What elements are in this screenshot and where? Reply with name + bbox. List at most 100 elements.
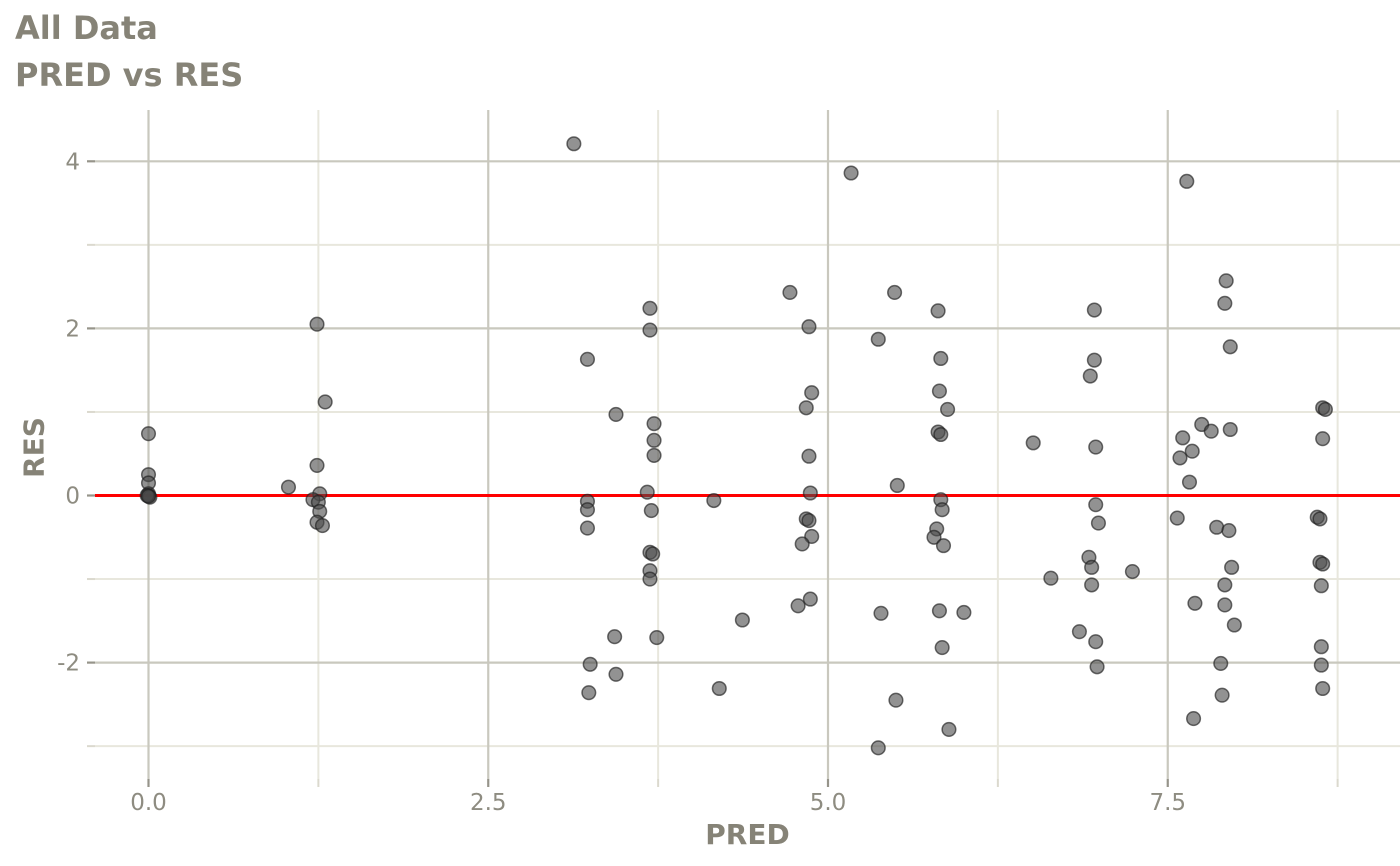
data-point: [140, 488, 157, 504]
data-point: [608, 666, 624, 682]
data-point: [1025, 435, 1041, 451]
y-axis-title: RES: [17, 417, 51, 478]
data-point: [1184, 443, 1200, 459]
data-point: [582, 656, 598, 672]
data-point: [794, 536, 810, 552]
data-point: [734, 612, 750, 628]
data-point: [1086, 302, 1102, 318]
data-point: [608, 406, 624, 423]
data-point: [1086, 352, 1102, 368]
data-point: [1222, 339, 1238, 355]
data-point: [581, 685, 597, 701]
data-point: [317, 394, 333, 410]
data-point: [579, 520, 596, 536]
data-point: [801, 513, 817, 529]
data-point: [926, 529, 942, 545]
data-point: [933, 426, 949, 443]
data-point: [843, 165, 859, 181]
data-point: [934, 640, 950, 656]
data-point: [1082, 368, 1098, 384]
data-point: [1124, 563, 1140, 580]
data-point: [798, 400, 814, 416]
y-tick-label: 4: [65, 149, 80, 175]
data-point: [1084, 577, 1100, 593]
data-point: [1221, 523, 1237, 539]
data-point: [566, 136, 582, 152]
data-point: [1088, 497, 1104, 513]
data-point: [1172, 450, 1188, 466]
data-point: [711, 680, 727, 697]
data-point: [579, 502, 596, 518]
data-point: [646, 416, 662, 432]
data-point: [1217, 295, 1233, 311]
data-point: [1175, 430, 1191, 446]
data-point: [1317, 401, 1333, 417]
data-point: [782, 284, 798, 301]
data-point: [1169, 510, 1185, 526]
data-point: [579, 351, 596, 367]
data-point: [1179, 173, 1195, 189]
data-point: [642, 322, 658, 338]
data-point: [309, 457, 325, 473]
data-point: [941, 721, 957, 737]
data-point: [607, 629, 623, 645]
data-point: [802, 485, 818, 501]
data-point: [934, 502, 950, 518]
data-point: [645, 546, 661, 562]
data-point: [1043, 570, 1059, 586]
x-tick-label: 0.0: [130, 790, 167, 816]
data-point: [888, 692, 904, 708]
data-point: [1218, 273, 1234, 289]
data-point: [802, 591, 818, 607]
data-point: [933, 350, 949, 367]
data-point: [309, 316, 325, 332]
data-point: [804, 385, 820, 401]
x-tick-label: 2.5: [470, 790, 507, 816]
data-point: [956, 604, 972, 621]
data-point: [1187, 595, 1203, 611]
x-axis-title: PRED: [705, 818, 790, 851]
data-point: [801, 448, 817, 464]
data-point: [1213, 655, 1229, 671]
data-point: [646, 432, 662, 448]
data-point: [280, 479, 297, 495]
data-point: [1224, 559, 1240, 575]
data-point: [870, 331, 886, 347]
chart-subtitle: PRED vs RES: [15, 56, 244, 94]
data-point: [1313, 639, 1329, 655]
data-point: [1186, 711, 1202, 727]
data-point: [1090, 515, 1106, 531]
data-point: [870, 740, 886, 756]
data-point: [1209, 519, 1225, 535]
data-point: [1217, 577, 1233, 593]
data-point: [314, 518, 331, 534]
chart-title: All Data: [15, 9, 158, 47]
data-point: [1088, 439, 1104, 455]
data-point: [801, 319, 817, 335]
y-tick-label: 2: [65, 316, 80, 342]
data-point: [1181, 474, 1198, 490]
data-point: [1084, 559, 1100, 575]
data-point: [649, 629, 665, 646]
data-point: [643, 502, 659, 519]
data-point: [642, 571, 658, 587]
data-point: [1315, 556, 1331, 572]
data-point: [642, 300, 658, 316]
x-tick-label: 5.0: [810, 790, 847, 816]
data-point: [1313, 578, 1329, 594]
x-tick-label: 7.5: [1149, 790, 1186, 816]
data-point: [1203, 423, 1219, 439]
y-tick-label: -2: [57, 651, 80, 677]
data-point: [1312, 511, 1328, 527]
data-point: [1089, 659, 1105, 675]
data-point: [1217, 597, 1233, 613]
data-point: [1088, 634, 1104, 650]
data-point: [931, 603, 947, 619]
data-point: [935, 538, 952, 554]
data-point: [940, 401, 956, 417]
data-point: [930, 303, 946, 319]
data-point: [889, 477, 905, 494]
data-point: [646, 447, 662, 463]
data-point: [140, 426, 157, 442]
